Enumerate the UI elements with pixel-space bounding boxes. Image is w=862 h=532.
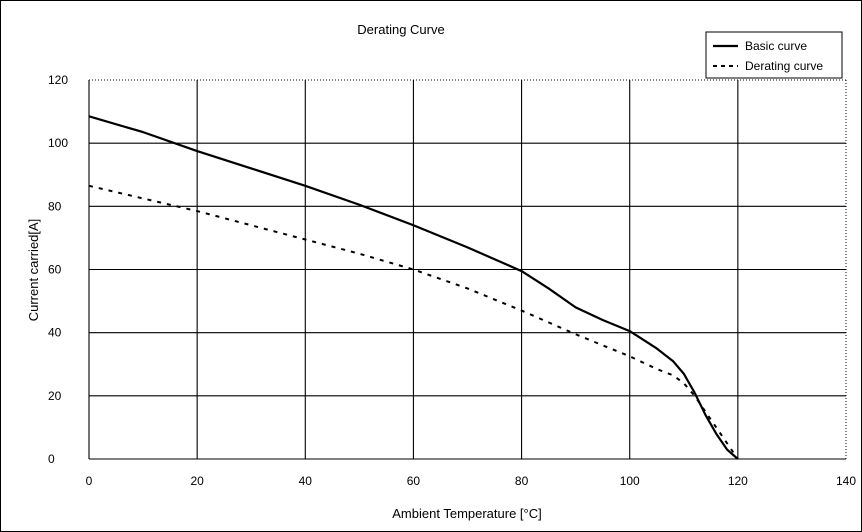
y-tick-label: 80 [48,199,62,213]
x-tick-label: 60 [407,474,421,488]
legend-derating-curve-label: Derating curve [745,59,823,73]
y-tick-label: 40 [48,326,62,340]
legend-box [705,31,843,79]
y-tick-label: 0 [48,452,55,466]
chart-title: Derating Curve [357,22,444,37]
x-tick-label: 80 [515,474,529,488]
x-tick-labels: 0 20 40 60 80 100 120 140 [86,474,857,488]
x-tick-label: 40 [299,474,313,488]
x-tick-label: 20 [190,474,204,488]
legend: Basic curve Derating curve [705,31,843,79]
x-tick-label: 100 [620,474,640,488]
y-tick-labels: 0 20 40 60 80 100 120 [48,73,68,466]
x-tick-label: 0 [86,474,93,488]
grid-lines [88,79,847,460]
x-tick-label: 140 [836,474,856,488]
series-line-basic-curve [88,115,739,460]
y-tick-label: 60 [48,263,62,277]
x-axis-title: Ambient Temperature [°C] [392,506,541,521]
y-axis-title: Current carried[A] [26,219,41,322]
y-tick-label: 120 [48,73,68,87]
y-tick-label: 20 [48,389,62,403]
x-tick-label: 120 [728,474,748,488]
y-tick-label: 100 [48,136,68,150]
legend-basic-curve-label: Basic curve [745,39,807,53]
series-layer [88,115,739,460]
